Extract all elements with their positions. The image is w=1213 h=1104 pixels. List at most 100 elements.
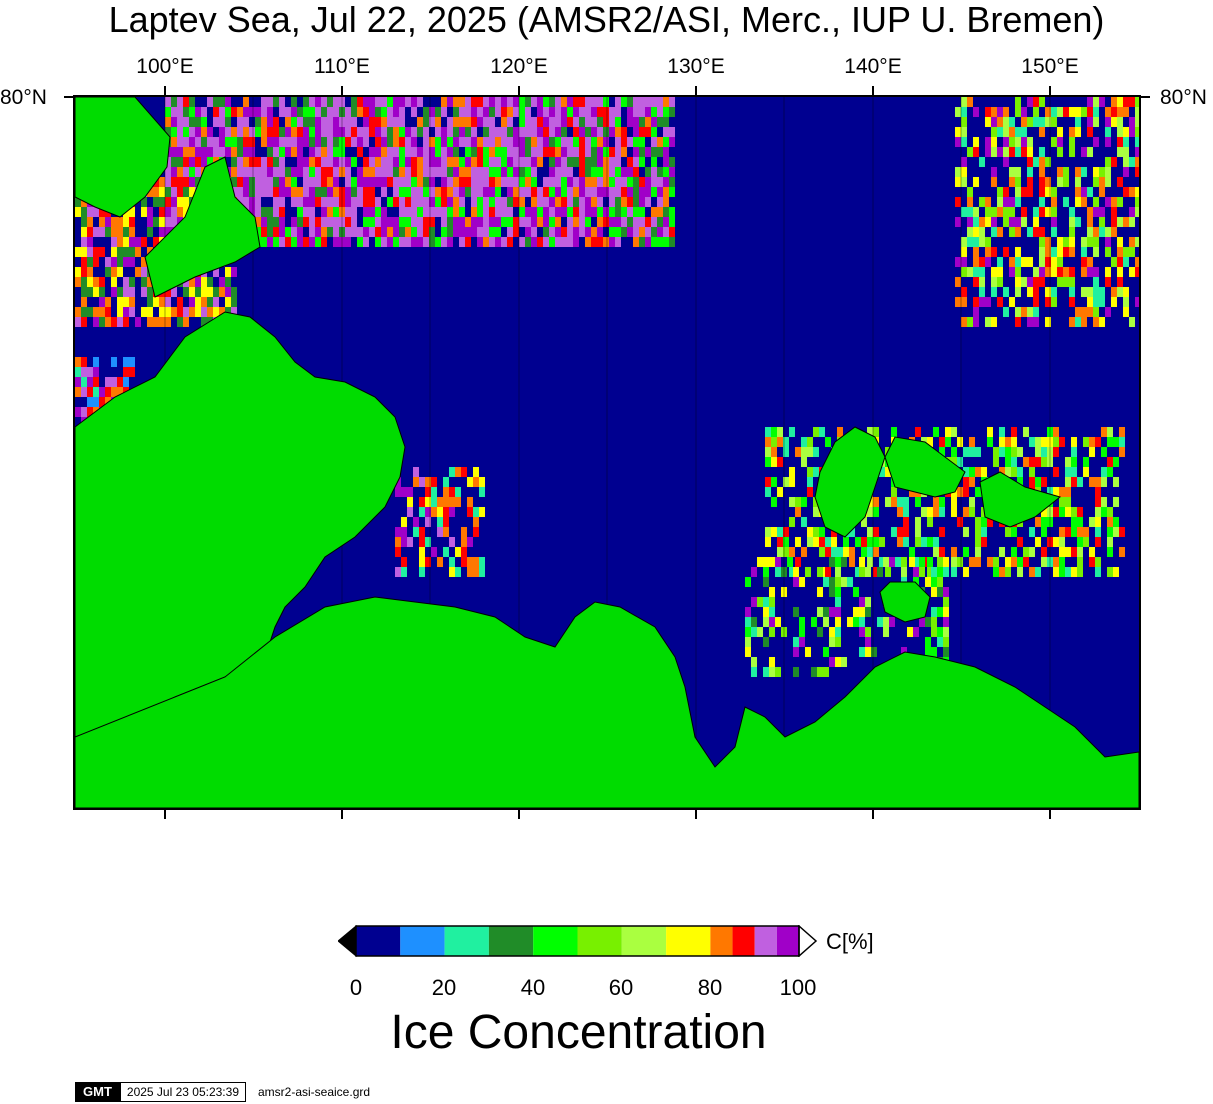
- ice-cell: [795, 537, 801, 547]
- ice-cell: [129, 297, 135, 307]
- ice-cell: [437, 507, 443, 517]
- ice-cell: [213, 267, 219, 277]
- ice-cell: [1071, 477, 1077, 487]
- ice-cell: [387, 197, 393, 207]
- ice-cell: [979, 197, 985, 207]
- ice-cell: [429, 137, 435, 147]
- ice-cell: [195, 147, 201, 157]
- ice-cell: [597, 147, 603, 157]
- land-faddeyevsky: [884, 436, 966, 498]
- ice-cell: [745, 637, 751, 647]
- ice-cell: [519, 207, 525, 217]
- ice-cell: [507, 147, 513, 157]
- ice-cell: [1135, 297, 1139, 307]
- ice-cell: [1071, 437, 1077, 447]
- ice-cell: [615, 97, 621, 107]
- ice-cell: [975, 447, 981, 457]
- ice-cell: [961, 317, 967, 327]
- ice-cell: [243, 117, 249, 127]
- ice-cell: [1117, 287, 1123, 297]
- colorbar-tick-60: 60: [608, 975, 634, 1000]
- ice-cell: [471, 147, 477, 157]
- ice-cell: [117, 247, 123, 257]
- ice-cell: [75, 207, 81, 217]
- ice-cell: [627, 97, 633, 107]
- ice-cell: [165, 167, 171, 177]
- ice-cell: [789, 467, 795, 477]
- ice-cell: [1015, 177, 1021, 187]
- ice-cell: [213, 147, 219, 157]
- ice-cell: [967, 97, 973, 107]
- ice-cell: [165, 297, 171, 307]
- ice-cell: [907, 627, 913, 637]
- lat-label-right: 80°N: [1160, 86, 1207, 109]
- map-area[interactable]: [73, 95, 1141, 810]
- ice-cell: [657, 167, 663, 177]
- ice-cell: [1099, 287, 1105, 297]
- ice-cell: [1101, 427, 1107, 437]
- ice-cell: [943, 607, 949, 617]
- ice-cell: [189, 187, 195, 197]
- ice-cell: [165, 107, 171, 117]
- ice-cell: [927, 557, 933, 567]
- ice-cell: [955, 217, 961, 227]
- ice-cell: [273, 147, 279, 157]
- ice-cell: [471, 97, 477, 107]
- ice-cell: [915, 557, 921, 567]
- ice-cell: [1135, 187, 1139, 197]
- ice-cell: [393, 237, 399, 247]
- ice-cell: [351, 217, 357, 227]
- ice-cell: [461, 467, 467, 477]
- ice-cell: [765, 477, 771, 487]
- ice-cell: [531, 157, 537, 167]
- ice-cell: [297, 187, 303, 197]
- ice-cell: [1107, 537, 1113, 547]
- ice-cell: [513, 167, 519, 177]
- ice-cell: [75, 247, 81, 257]
- ice-cell: [855, 537, 861, 547]
- ice-cell: [201, 117, 207, 127]
- ice-cell: [1111, 217, 1117, 227]
- ice-cell: [993, 457, 999, 467]
- ice-cell: [479, 477, 485, 487]
- ice-cell: [417, 117, 423, 127]
- ice-cell: [507, 127, 513, 137]
- ice-cell: [147, 217, 153, 227]
- ice-cell: [375, 127, 381, 137]
- ice-cell: [585, 177, 591, 187]
- ice-cell: [375, 197, 381, 207]
- ice-cell: [859, 627, 865, 637]
- ice-cell: [1123, 287, 1129, 297]
- ice-cell: [467, 507, 473, 517]
- ice-cell: [141, 277, 147, 287]
- ice-cell: [243, 97, 249, 107]
- ice-cell: [555, 147, 561, 157]
- ice-cell: [177, 127, 183, 137]
- ice-cell: [549, 177, 555, 187]
- ice-cell: [261, 117, 267, 127]
- land-new-siberia: [979, 471, 1062, 528]
- ice-cell: [985, 137, 991, 147]
- ice-cell: [449, 507, 455, 517]
- ice-cell: [189, 167, 195, 177]
- ice-cell: [303, 217, 309, 227]
- gmt-logo: GMT: [75, 1082, 120, 1102]
- ice-cell: [1123, 257, 1129, 267]
- ice-cell: [501, 117, 507, 127]
- ice-cell: [1045, 317, 1051, 327]
- ice-cell: [129, 217, 135, 227]
- ice-cell: [501, 237, 507, 247]
- tick-top-110: [341, 86, 343, 97]
- ice-cell: [801, 517, 807, 527]
- ice-cell: [455, 487, 461, 497]
- ice-cell: [1051, 267, 1057, 277]
- ice-cell: [837, 547, 843, 557]
- ice-cell: [799, 617, 805, 627]
- ice-cell: [249, 157, 255, 167]
- ice-cell: [1089, 447, 1095, 457]
- ice-cell: [501, 167, 507, 177]
- ice-cell: [997, 277, 1003, 287]
- ice-cell: [1077, 477, 1083, 487]
- ice-cell: [1135, 267, 1139, 277]
- ice-cell: [1035, 437, 1041, 447]
